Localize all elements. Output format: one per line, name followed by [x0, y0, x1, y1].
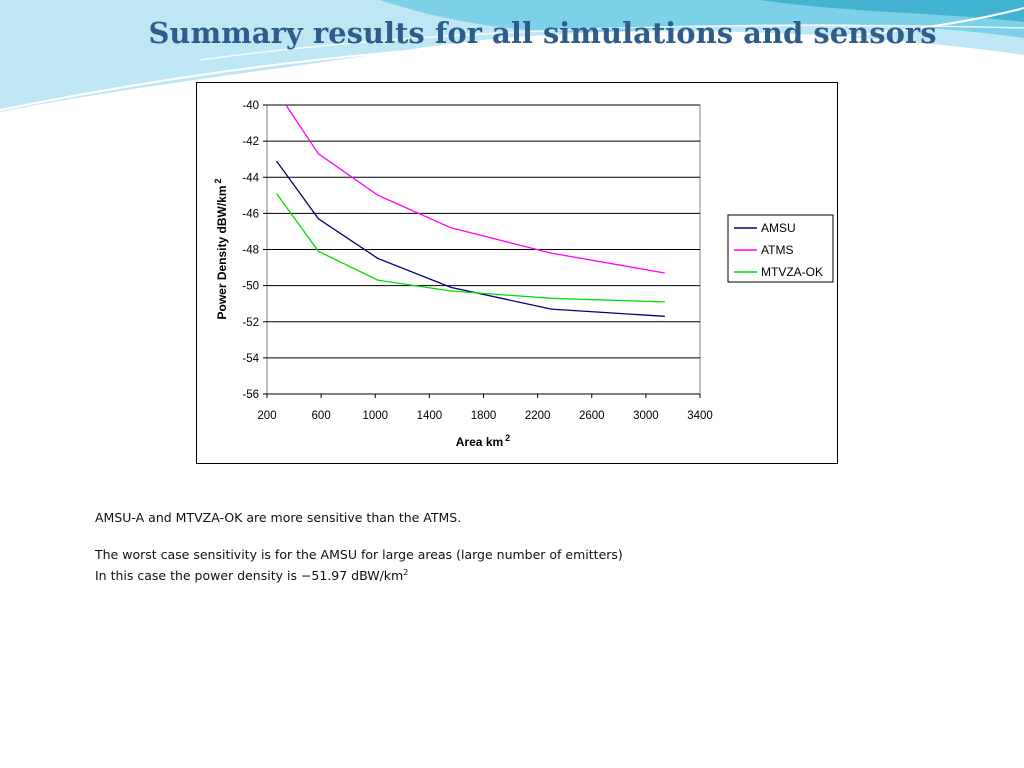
x-tick-label: 3000	[633, 410, 659, 422]
x-tick-label: 600	[312, 410, 331, 422]
series-line-mtvza-ok	[275, 193, 665, 303]
x-tick-label: 2600	[579, 410, 605, 422]
y-axis-label: Power Density dBW/km 2	[213, 178, 229, 319]
x-axis-label: Area km 2	[456, 433, 510, 449]
wave-dark	[760, 0, 1024, 22]
x-tick-label: 200	[257, 410, 276, 422]
y-tick-label: -48	[242, 245, 259, 257]
x-tick-label: 1400	[417, 410, 443, 422]
header-wave-decoration	[0, 0, 1024, 112]
x-axis-label-superscript: 2	[505, 433, 510, 443]
paragraph-1: AMSU-A and MTVZA-OK are more sensitive t…	[95, 510, 462, 525]
y-tick-label: -54	[242, 353, 259, 365]
y-tick-label: -42	[242, 136, 259, 148]
chart-container: -40 -42 -44 -46 -48 -50 -52 -54 -56 200 600 1000 140…	[196, 82, 838, 464]
x-tick-label: 2200	[525, 410, 551, 422]
x-tick-label: 3400	[687, 410, 713, 422]
series-line-amsu	[275, 160, 665, 317]
y-tick-label: -56	[242, 389, 259, 401]
x-tick-label: 1000	[362, 410, 388, 422]
legend-label-amsu: AMSU	[761, 221, 796, 235]
legend-label-atms: ATMS	[761, 243, 793, 257]
legend-box	[727, 214, 834, 283]
y-tick-label: -44	[242, 172, 259, 184]
x-tick-label: 1800	[471, 410, 497, 422]
series-line-atms	[285, 104, 665, 274]
y-tick-label: -52	[242, 317, 259, 329]
legend-label-mtvza-ok: MTVZA-OK	[761, 265, 823, 279]
line-chart: -40 -42 -44 -46 -48 -50 -52 -54 -56 200 600 1000 140…	[213, 100, 834, 449]
wave-line	[0, 7, 1024, 111]
wave-line-2	[199, 24, 1024, 61]
y-axis-label-text: Power Density dBW/km	[215, 185, 229, 319]
unit-superscript: 2	[403, 568, 409, 577]
wave-light	[0, 0, 1024, 112]
paragraph-3: In this case the power density is −51.97…	[95, 564, 955, 585]
y-axis-label-superscript: 2	[213, 178, 223, 183]
y-tick-label: -46	[242, 208, 259, 220]
x-axis-label-text: Area km	[456, 435, 503, 449]
paragraph-2: The worst case sensitivity is for the AM…	[95, 547, 623, 562]
slide-title: Summary results for all simulations and …	[148, 16, 937, 50]
y-tick-label: -40	[242, 100, 259, 112]
y-tick-label: -50	[242, 281, 259, 293]
body-text: AMSU-A and MTVZA-OK are more sensitive t…	[95, 509, 955, 585]
paragraph-3-text: In this case the power density is −51.97…	[95, 568, 404, 584]
